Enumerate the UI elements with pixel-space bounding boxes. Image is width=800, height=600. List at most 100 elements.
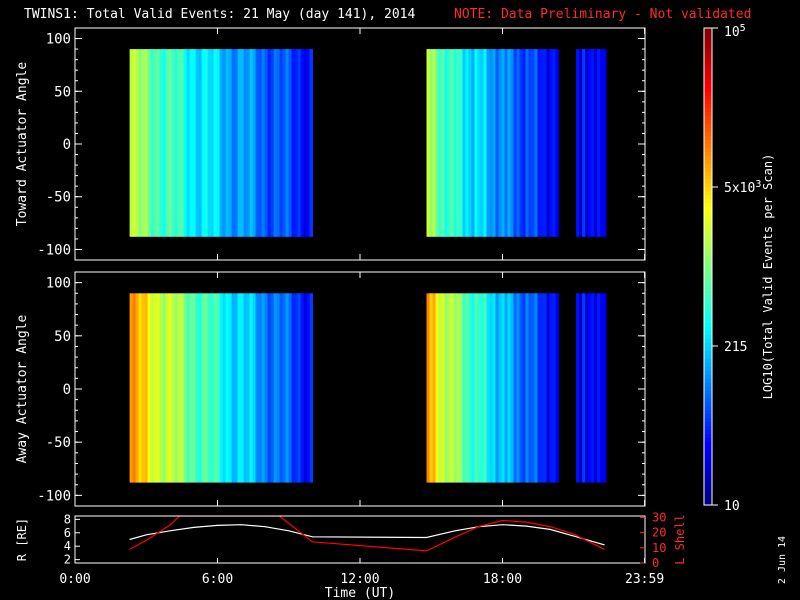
colorbar-swatch: [704, 43, 712, 49]
colorbar-swatch: [704, 175, 712, 180]
heatmap-cell: [579, 293, 583, 483]
colorbar-swatch: [704, 31, 712, 37]
heatmap-cell: [486, 49, 490, 237]
heatmap-cell: [135, 293, 139, 483]
heatmap-cell: [555, 49, 559, 237]
heatmap-cell: [213, 293, 217, 483]
y-tick-label: -50: [46, 190, 71, 206]
colorbar-swatch: [704, 87, 712, 93]
heatmap-cell: [480, 49, 484, 237]
x-tick-label: 12:00: [340, 572, 379, 587]
heatmap-cell: [495, 49, 499, 237]
colorbar-swatch: [704, 385, 712, 391]
heatmap-cell: [594, 293, 598, 483]
heatmap-cell: [426, 49, 430, 237]
heatmap-cell: [597, 293, 601, 483]
colorbar-swatch: [704, 115, 712, 121]
heatmap-cell: [510, 293, 514, 483]
heatmap-cell: [201, 293, 205, 483]
heatmap-cell: [264, 293, 268, 483]
heatmap-cell: [582, 49, 586, 237]
heatmap-cell: [441, 293, 445, 483]
heatmap-cell: [528, 49, 532, 237]
heatmap-cell: [294, 293, 298, 483]
heatmap-cell: [507, 293, 511, 483]
colorbar-swatch: [704, 445, 712, 450]
heatmap-cell: [522, 49, 526, 237]
colorbar-swatch: [704, 377, 712, 383]
colorbar-swatch: [704, 286, 712, 291]
heatmap-cell: [426, 293, 430, 483]
heatmap-cell: [138, 293, 142, 483]
heatmap-cell: [552, 49, 556, 237]
heatmap-cell: [270, 293, 274, 483]
heatmap-cell: [186, 49, 190, 237]
colorbar-swatch: [704, 282, 712, 287]
heatmap-cell: [231, 49, 235, 237]
colorbar-swatch: [704, 373, 712, 379]
heatmap-panel-toward: 100 50 0 -50 -100 Toward Actuator Angle: [15, 27, 646, 261]
colorbar-swatch: [704, 497, 712, 502]
heatmap-cell: [447, 49, 451, 237]
heatmap-cell: [582, 293, 586, 483]
heatmap-cell: [177, 49, 181, 237]
heatmap-cell: [228, 293, 232, 483]
heatmap-cell: [441, 49, 445, 237]
colorbar-swatch: [704, 123, 712, 128]
colorbar-swatch: [704, 353, 712, 359]
heatmap-cell: [162, 49, 166, 237]
colorbar-swatch: [704, 111, 712, 117]
heatmap-cell: [303, 49, 307, 237]
heatmap-cell: [156, 293, 160, 483]
colorbar-swatch: [704, 147, 712, 152]
colorbar-swatch: [704, 489, 712, 494]
heatmap-cell: [300, 49, 304, 237]
heatmap-cell: [537, 293, 541, 483]
heatmap-cell: [516, 293, 520, 483]
colorbar-swatch: [704, 330, 712, 335]
colorbar-swatch: [704, 71, 712, 77]
heatmap-cell: [279, 293, 283, 483]
colorbar-swatch: [704, 167, 712, 172]
colorbar-swatch: [704, 238, 712, 244]
heatmap-cell: [543, 293, 547, 483]
y-tick-label: 100: [46, 32, 71, 48]
heatmap-cell: [594, 49, 598, 237]
heatmap-cell: [525, 49, 529, 237]
heatmap-cell: [264, 49, 268, 237]
colorbar-swatch: [704, 409, 712, 415]
heatmap-cell: [555, 293, 559, 483]
x-tick-label: 23:59: [625, 572, 664, 587]
heatmap-cell: [261, 293, 265, 483]
colorbar-swatch: [704, 290, 712, 295]
colorbar-swatch: [704, 226, 712, 232]
heatmap-cell: [474, 49, 478, 237]
y-tick-label: -50: [46, 435, 71, 451]
colorbar-swatch: [704, 242, 712, 248]
colorbar-swatch: [704, 63, 712, 69]
heatmap-cell: [297, 293, 301, 483]
colorbar-swatch: [704, 369, 712, 375]
colorbar-swatch: [704, 417, 712, 423]
heatmap-cell: [294, 49, 298, 237]
y-tick-label: 50: [54, 329, 71, 345]
heatmap-cell: [198, 49, 202, 237]
heatmap-cell: [501, 49, 505, 237]
heatmap-cell: [456, 49, 460, 237]
heatmap-cell: [534, 293, 538, 483]
heatmap-cell: [225, 49, 229, 237]
colorbar-swatch: [704, 302, 712, 307]
y-tick-label: 50: [54, 84, 71, 100]
colorbar-swatch: [704, 59, 712, 65]
colorbar-swatch: [704, 338, 712, 343]
heatmap-cell: [495, 293, 499, 483]
heatmap-cell: [276, 293, 280, 483]
heatmap-cell: [603, 49, 607, 237]
heatmap-cell: [447, 293, 451, 483]
heatmap-cell: [213, 49, 217, 237]
colorbar-swatch: [704, 318, 712, 323]
heatmap-cell: [288, 293, 292, 483]
colorbar-swatch: [704, 187, 712, 192]
heatmap-cell: [237, 49, 241, 237]
